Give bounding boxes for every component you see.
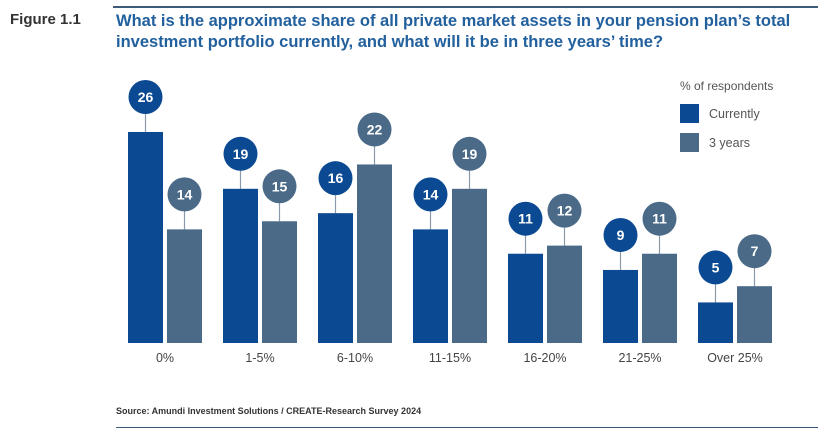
x-tick-label: 21-25% [618, 351, 661, 365]
bar-3-years [547, 245, 582, 343]
data-label-badge [737, 234, 772, 269]
figure-label: Figure 1.1 [10, 11, 81, 28]
x-tick-label: Over 25% [707, 351, 763, 365]
x-tick-label: 11-15% [429, 351, 471, 365]
data-label-badge [223, 136, 258, 171]
data-label-badge [452, 136, 487, 171]
legend-title: % of respondents [680, 79, 773, 93]
data-label: 9 [617, 227, 625, 243]
bottom-rule [116, 427, 818, 428]
bar-3-years [357, 164, 392, 343]
data-label-badge [128, 80, 163, 114]
legend-label: Currently [709, 107, 760, 121]
top-rule [113, 6, 818, 8]
data-label: 22 [367, 121, 383, 137]
data-label-badge [508, 201, 543, 236]
data-label: 14 [177, 186, 193, 202]
data-label-badge [603, 217, 638, 252]
data-label-badge [698, 250, 733, 285]
source-note: Source: Amundi Investment Solutions / CR… [116, 406, 422, 416]
data-label-badge [547, 193, 582, 228]
data-label-badge [318, 161, 353, 196]
legend-swatch [680, 104, 699, 123]
bar-3-years [262, 221, 297, 343]
data-label: 11 [652, 211, 667, 227]
data-label: 7 [751, 243, 759, 259]
data-label-badge [262, 169, 297, 204]
data-label-badge [642, 201, 677, 236]
data-label: 16 [328, 170, 344, 186]
data-label: 26 [138, 89, 154, 105]
bar-3-years [452, 188, 487, 343]
legend-swatch [680, 133, 699, 152]
data-label: 19 [233, 146, 249, 162]
data-label: 5 [712, 259, 720, 275]
data-label: 12 [557, 203, 573, 219]
bar-currently [508, 253, 543, 343]
x-tick-label: 1-5% [245, 351, 274, 365]
data-label-badge [357, 112, 392, 147]
data-label: 15 [272, 178, 288, 194]
bar-currently [698, 302, 733, 343]
bar-3-years [167, 229, 202, 343]
data-label: 19 [462, 146, 478, 162]
x-tick-label: 6-10% [337, 351, 373, 365]
bar-currently [413, 229, 448, 343]
bar-currently [318, 213, 353, 343]
bar-currently [128, 132, 163, 343]
bar-currently [603, 269, 638, 343]
bar-3-years [642, 253, 677, 343]
x-tick-label: 0% [156, 351, 174, 365]
data-label: 14 [423, 186, 439, 202]
x-tick-label: 16-20% [523, 351, 566, 365]
bar-currently [223, 188, 258, 343]
data-label: 11 [518, 211, 533, 227]
legend-label: 3 years [709, 136, 750, 150]
data-label-badge [167, 177, 202, 212]
chart-title: What is the approximate share of all pri… [116, 12, 791, 51]
data-label-badge [413, 177, 448, 212]
bar-3-years [737, 286, 772, 343]
